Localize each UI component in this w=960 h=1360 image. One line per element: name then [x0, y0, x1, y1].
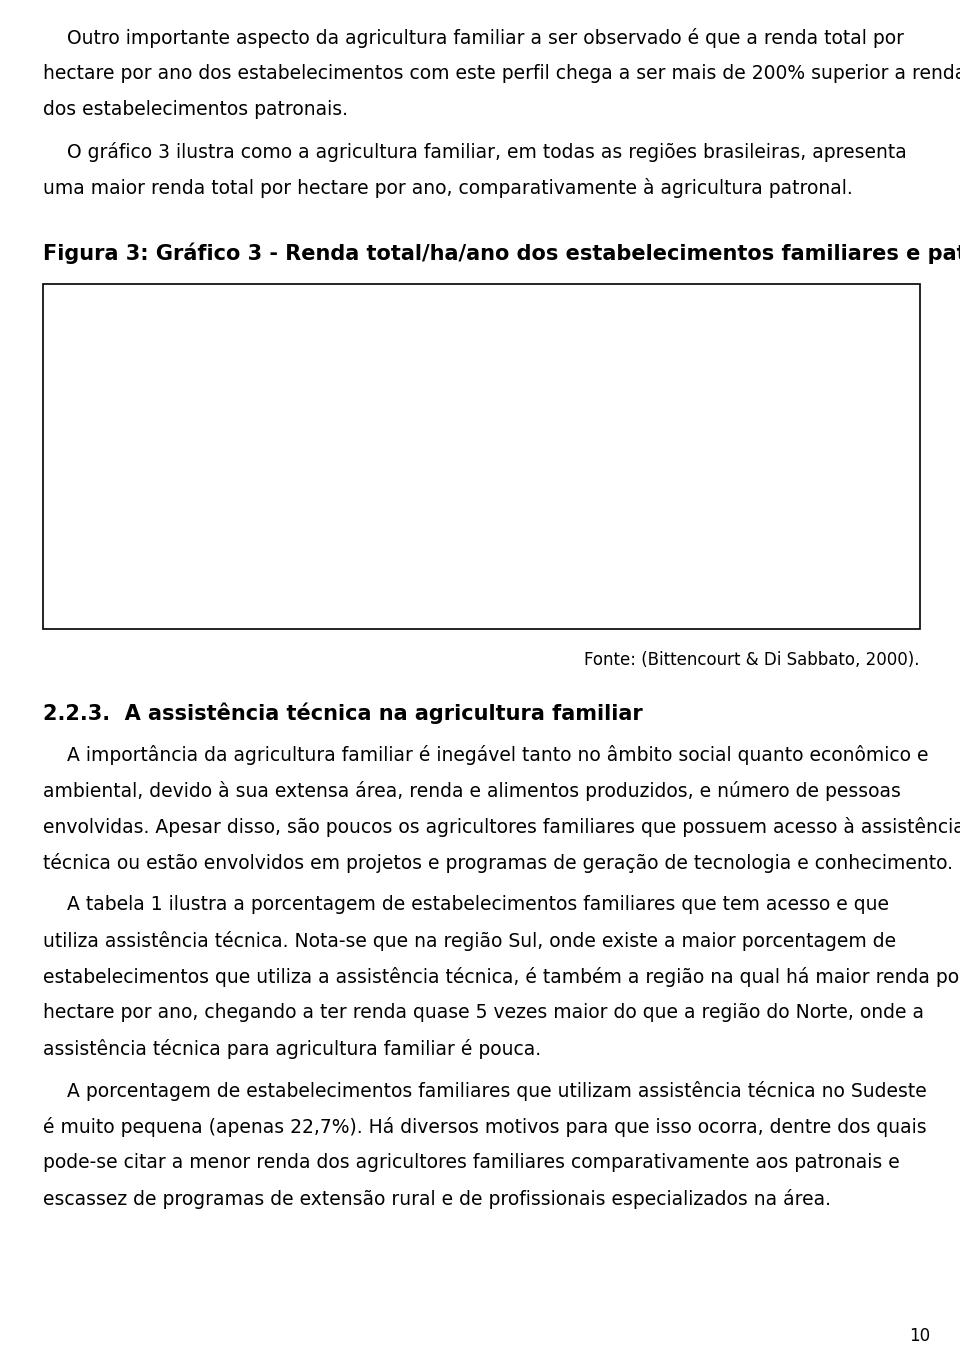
Text: pode-se citar a menor renda dos agricultores familiares comparativamente aos pat: pode-se citar a menor renda dos agricult… — [43, 1153, 900, 1172]
Bar — [572, 475, 605, 568]
Text: técnica ou estão envolvidos em projetos e programas de geração de tecnologia e c: técnica ou estão envolvidos em projetos … — [43, 853, 953, 873]
Text: envolvidas. Apesar disso, são poucos os agricultores familiares que possuem aces: envolvidas. Apesar disso, são poucos os … — [43, 817, 960, 836]
Text: 241: 241 — [541, 324, 571, 339]
Text: 12: 12 — [382, 541, 401, 556]
Text: 2.2.3.  A assistência técnica na agricultura familiar: 2.2.3. A assistência técnica na agricult… — [43, 703, 643, 725]
Legend: Familiar, Patronal: Familiar, Patronal — [763, 400, 892, 473]
Text: A tabela 1 ilustra a porcentagem de estabelecimentos familiares que tem acesso e: A tabela 1 ilustra a porcentagem de esta… — [43, 895, 889, 914]
Text: 129: 129 — [444, 430, 472, 445]
Bar — [474, 488, 507, 568]
Bar — [245, 524, 277, 568]
Text: O gráfico 3 ilustra como a agricultura familiar, em todas as regiões brasileiras: O gráfico 3 ilustra como a agricultura f… — [43, 141, 907, 162]
Text: hectare por ano, chegando a ter renda quase 5 vezes maior do que a região do Nor: hectare por ano, chegando a ter renda qu… — [43, 1004, 924, 1021]
Text: ambiental, devido à sua extensa área, renda e alimentos produzidos, e número de : ambiental, devido à sua extensa área, re… — [43, 781, 900, 801]
Text: hectare por ano dos estabelecimentos com este perfil chega a ser mais de 200% su: hectare por ano dos estabelecimentos com… — [43, 64, 960, 83]
Text: Fonte: (Bittencourt & Di Sabbato, 2000).: Fonte: (Bittencourt & Di Sabbato, 2000). — [585, 651, 920, 669]
Text: Figura 3: Gráfico 3 - Renda total/ha/ano dos estabelecimentos familiares e patro: Figura 3: Gráfico 3 - Renda total/ha/ano… — [43, 242, 960, 264]
Text: assistência técnica para agricultura familiar é pouca.: assistência técnica para agricultura fam… — [43, 1039, 541, 1059]
Text: 25: 25 — [284, 529, 303, 544]
Text: dos estabelecimentos patronais.: dos estabelecimentos patronais. — [43, 101, 348, 120]
Bar — [179, 534, 211, 568]
Text: utiliza assistência técnica. Nota-se que na região Sul, onde existe a maior porc: utiliza assistência técnica. Nota-se que… — [43, 932, 896, 951]
Bar — [344, 521, 375, 568]
Text: 85: 85 — [481, 472, 500, 487]
Text: escassez de programas de extensão rural e de profissionais especializados na áre: escassez de programas de extensão rural … — [43, 1189, 831, 1209]
Text: estabelecimentos que utiliza a assistência técnica, é também a região na qual há: estabelecimentos que utiliza a assistênc… — [43, 967, 960, 987]
Text: 51: 51 — [350, 503, 370, 518]
Text: 99: 99 — [579, 458, 599, 473]
Bar — [375, 558, 408, 568]
Text: 44: 44 — [678, 510, 697, 525]
Bar — [277, 545, 310, 568]
Text: 37: 37 — [185, 517, 204, 532]
Text: é muito pequena (apenas 22,7%). Há diversos motivos para que isso ocorra, dentre: é muito pequena (apenas 22,7%). Há diver… — [43, 1117, 926, 1137]
Text: Outro importante aspecto da agricultura familiar a ser observado é que a renda t: Outro importante aspecto da agricultura … — [43, 29, 904, 48]
Text: 48: 48 — [252, 507, 271, 522]
Text: A porcentagem de estabelecimentos familiares que utilizam assistência técnica no: A porcentagem de estabelecimentos famili… — [43, 1081, 926, 1102]
Bar — [671, 528, 704, 568]
Text: 70: 70 — [154, 486, 173, 500]
Bar — [147, 503, 179, 568]
Text: uma maior renda total por hectare por ano, comparativamente à agricultura patron: uma maior renda total por hectare por an… — [43, 178, 852, 199]
Text: 104: 104 — [640, 454, 669, 469]
Text: 10: 10 — [909, 1327, 930, 1345]
Bar — [638, 471, 671, 568]
Bar — [442, 447, 474, 568]
Y-axis label: R$/ha/ano: R$/ha/ano — [94, 394, 111, 479]
Bar — [540, 341, 572, 568]
Text: A importância da agricultura familiar é inegável tanto no âmbito social quanto e: A importância da agricultura familiar é … — [43, 745, 928, 764]
